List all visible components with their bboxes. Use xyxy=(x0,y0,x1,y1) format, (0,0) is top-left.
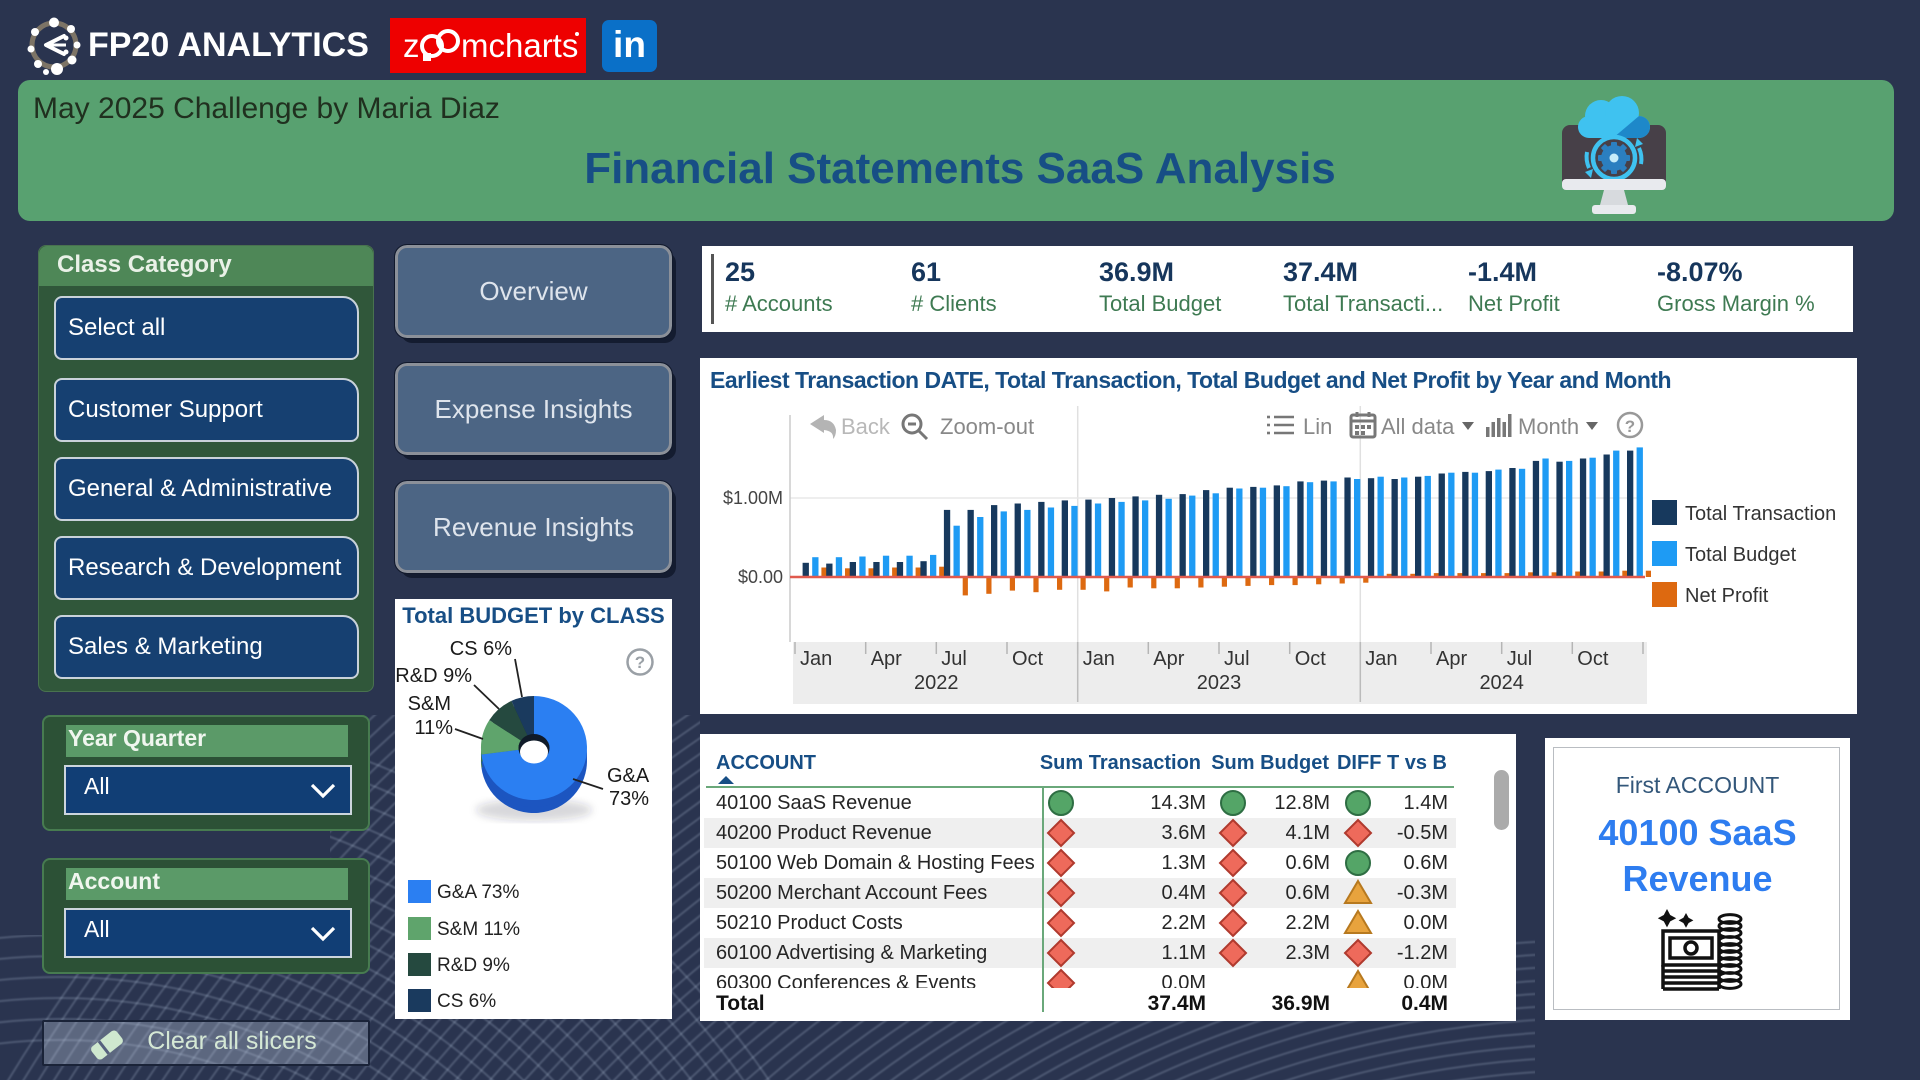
svg-text:11%: 11% xyxy=(414,717,453,739)
svg-text:R&D 9%: R&D 9% xyxy=(395,665,472,687)
svg-text:73%: 73% xyxy=(609,788,649,810)
svg-text:?: ? xyxy=(635,653,645,672)
svg-text:$0.00: $0.00 xyxy=(738,567,783,587)
svg-text:Lin: Lin xyxy=(1303,414,1332,439)
svg-text:Jul: Jul xyxy=(1507,648,1533,670)
svg-text:z: z xyxy=(403,27,420,64)
svg-text:Oct: Oct xyxy=(1295,648,1327,670)
svg-text:2023: 2023 xyxy=(1197,672,1242,694)
svg-text:$1.00M: $1.00M xyxy=(723,488,783,508)
svg-text:Jul: Jul xyxy=(1224,648,1250,670)
svg-text:All data: All data xyxy=(1381,414,1455,439)
svg-text:Jul: Jul xyxy=(941,648,967,670)
svg-text:Zoom-out: Zoom-out xyxy=(940,414,1034,439)
svg-text:Back: Back xyxy=(841,414,891,439)
svg-text:Oct: Oct xyxy=(1012,648,1044,670)
svg-text:Oct: Oct xyxy=(1577,648,1609,670)
svg-text:G&A: G&A xyxy=(607,765,650,787)
svg-text:2024: 2024 xyxy=(1479,672,1524,694)
svg-text:Jan: Jan xyxy=(800,648,832,670)
svg-text:Jan: Jan xyxy=(1083,648,1115,670)
svg-text:Month: Month xyxy=(1518,414,1579,439)
svg-text:mcharts: mcharts xyxy=(461,27,578,64)
svg-text:2022: 2022 xyxy=(914,672,959,694)
svg-text:Apr: Apr xyxy=(1153,648,1184,670)
svg-text:?: ? xyxy=(1625,417,1635,436)
svg-text:S&M: S&M xyxy=(408,693,451,715)
svg-text:Apr: Apr xyxy=(1436,648,1467,670)
svg-text:Apr: Apr xyxy=(871,648,902,670)
svg-text:CS 6%: CS 6% xyxy=(450,638,512,660)
svg-text:Jan: Jan xyxy=(1365,648,1397,670)
